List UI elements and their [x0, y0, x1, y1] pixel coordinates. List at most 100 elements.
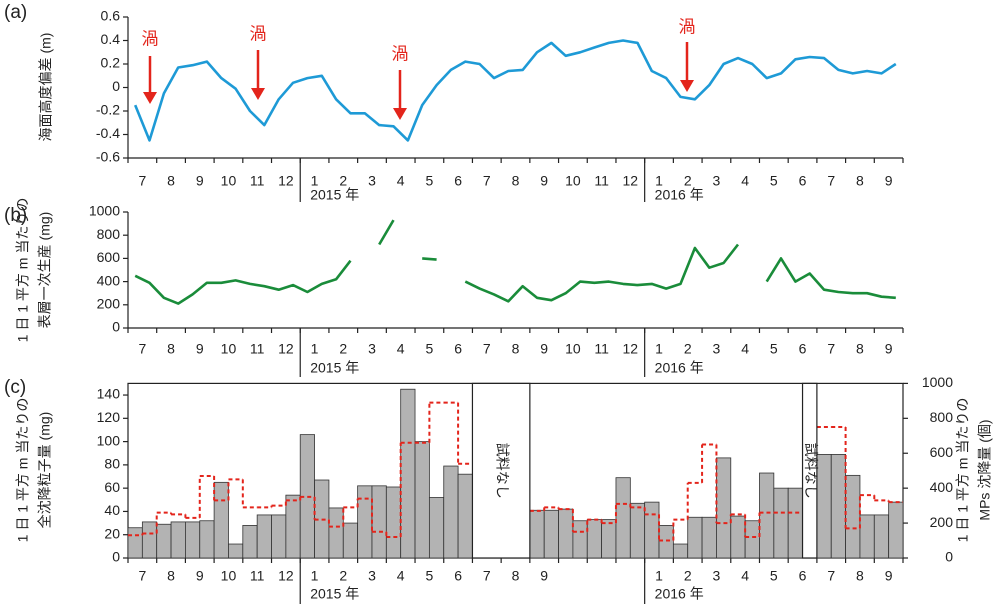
y-tick-label: 120 — [97, 409, 121, 425]
x-tick-label: 2 — [339, 568, 347, 584]
x-tick-label: 9 — [540, 341, 548, 357]
x-tick-label: 3 — [368, 341, 376, 357]
bar — [414, 441, 430, 559]
bar — [170, 521, 186, 559]
y-tick-label: 0 — [112, 78, 120, 94]
y-tick-label: 140 — [97, 386, 121, 402]
bar — [716, 457, 732, 559]
x-tick-label: 2 — [339, 341, 347, 357]
x-tick-label: 8 — [512, 568, 520, 584]
y-axis-title: 1 日 1 平方 m 当たりの — [955, 398, 971, 543]
x-tick-label: 2 — [684, 568, 692, 584]
bar — [228, 543, 244, 559]
bar — [672, 543, 689, 559]
bar — [156, 523, 172, 559]
y2-tick-label: 800 — [930, 409, 954, 425]
y-axis-title: 全沈降粒子量 (mg) — [37, 412, 53, 529]
x-tick-label: 3 — [713, 173, 721, 189]
y-axis-title: 1 日 1 平方 m 当たりの — [15, 198, 31, 343]
y-tick-label: 20 — [104, 525, 120, 541]
no-sample-label: 試料なし — [803, 443, 819, 499]
y2-tick-label: 1000 — [922, 374, 953, 390]
annotation-arrowhead — [251, 88, 265, 100]
bar — [400, 388, 416, 559]
y-tick-label: 60 — [104, 479, 120, 495]
bar — [701, 516, 717, 559]
x-tick-label: 6 — [454, 568, 462, 584]
x-tick-label: 6 — [454, 341, 462, 357]
annotation-arrowhead — [143, 92, 157, 104]
y-tick-label: 80 — [104, 456, 120, 472]
bar — [199, 520, 215, 559]
bar — [271, 514, 287, 559]
x-tick-label: 1 — [655, 173, 663, 189]
x-tick-label: 5 — [770, 173, 778, 189]
x-tick-label: 6 — [799, 568, 807, 584]
x-tick-label: 11 — [250, 341, 265, 357]
x-tick-label: 5 — [425, 341, 433, 357]
y2-tick-label: 600 — [930, 444, 954, 460]
y-tick-label: 40 — [104, 502, 120, 518]
y2-tick-label: 200 — [930, 514, 954, 530]
x-tick-label: 7 — [483, 341, 491, 357]
annotation: 渦 — [250, 24, 267, 43]
no-sample-block — [801, 382, 818, 559]
x-tick-label: 10 — [221, 173, 237, 189]
x-tick-label: 12 — [623, 341, 639, 357]
x-tick-label: 3 — [713, 341, 721, 357]
x-tick-label: 7 — [827, 341, 835, 357]
bar — [457, 473, 473, 559]
x-tick-label: 2 — [684, 341, 692, 357]
annotation-arrowhead — [680, 80, 694, 92]
x-tick-label: 9 — [885, 341, 893, 357]
x-tick-label: 1 — [655, 341, 663, 357]
x-tick-label: 7 — [483, 173, 491, 189]
x-tick-label: 9 — [540, 568, 548, 584]
x-tick-label: 8 — [856, 341, 864, 357]
bar — [787, 487, 803, 559]
x-tick-label: 12 — [278, 341, 294, 357]
y-axis-title: 海面高度偏差 (m) — [38, 33, 54, 142]
x-tick-label: 4 — [397, 341, 405, 357]
x-tick-label: 7 — [138, 568, 146, 584]
bar — [357, 485, 373, 559]
x-tick-label: 9 — [196, 568, 204, 584]
x-tick-label: 8 — [167, 341, 175, 357]
bar — [285, 494, 301, 559]
year-label: 2015 年 — [310, 360, 359, 376]
year-label: 2016 年 — [655, 187, 704, 203]
x-tick-label: 5 — [425, 568, 433, 584]
x-tick-label: 8 — [512, 173, 520, 189]
x-tick-label: 6 — [799, 341, 807, 357]
year-label: 2016 年 — [655, 360, 704, 376]
x-tick-label: 9 — [196, 173, 204, 189]
y-tick-label: 800 — [97, 226, 121, 242]
x-tick-label: 12 — [623, 173, 639, 189]
x-tick-label: 9 — [885, 173, 893, 189]
year-label: 2015 年 — [310, 586, 359, 602]
x-tick-label: 1 — [311, 568, 319, 584]
bar — [428, 497, 445, 559]
x-tick-label: 2 — [684, 173, 692, 189]
x-tick-label: 11 — [594, 341, 609, 357]
panel-label: (a) — [4, 2, 27, 23]
x-tick-label: 5 — [770, 341, 778, 357]
no-sample-block — [471, 382, 531, 559]
y-tick-label: 0.2 — [101, 55, 121, 71]
x-tick-label: 10 — [565, 173, 581, 189]
annotation: 渦 — [392, 44, 409, 63]
y-tick-label: -0.2 — [96, 102, 120, 118]
bar — [141, 521, 158, 559]
year-label: 2016 年 — [655, 586, 704, 602]
y-axis-title: MPs 沈降量 (個) — [977, 419, 993, 520]
x-tick-label: 6 — [799, 173, 807, 189]
x-tick-label: 9 — [196, 341, 204, 357]
y-tick-label: 600 — [97, 249, 121, 265]
y-tick-label: 0.6 — [101, 8, 121, 24]
bar — [342, 522, 359, 559]
bar — [658, 525, 674, 559]
bar — [644, 501, 660, 559]
bar — [859, 514, 875, 559]
bar — [888, 501, 904, 559]
